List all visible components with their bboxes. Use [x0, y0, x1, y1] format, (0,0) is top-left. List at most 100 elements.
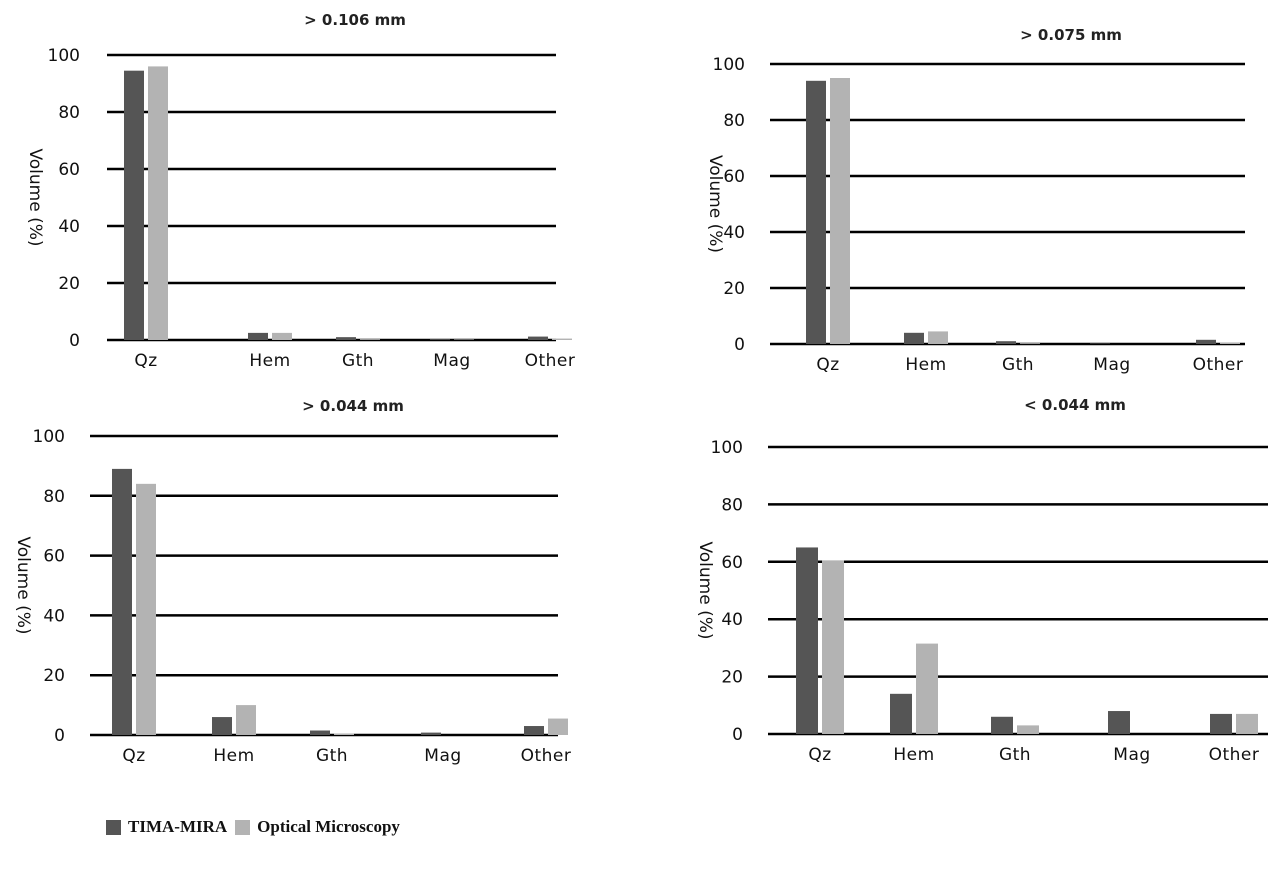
x-category-label: Gth — [316, 746, 348, 766]
x-category-label: Qz — [122, 746, 145, 766]
y-tick-label: 100 — [713, 55, 745, 75]
bar-optical-hem — [916, 643, 938, 734]
bar-optical-other — [552, 338, 572, 340]
bar-tima-mag — [1090, 343, 1110, 344]
y-axis-label: Volume (%) — [25, 148, 45, 246]
legend-swatch-optical — [235, 819, 251, 835]
bar-tima-hem — [904, 332, 924, 344]
bar-optical-gth — [1020, 343, 1040, 344]
legend-item-tima: TIMA-MIRA — [106, 817, 227, 837]
bar-tima-other — [1210, 713, 1232, 734]
y-axis-label: Volume (%) — [13, 536, 33, 634]
x-category-label: Mag — [433, 351, 470, 371]
bar-optical-hem — [272, 332, 292, 340]
x-category-label: Other — [525, 351, 576, 371]
y-tick-label: 40 — [721, 610, 743, 630]
y-tick-label: 20 — [58, 274, 80, 294]
x-category-label: Other — [1193, 355, 1244, 375]
y-tick-label: 60 — [58, 160, 80, 180]
bar-tima-other — [524, 726, 544, 735]
bar-optical-gth — [334, 733, 354, 735]
x-category-label: Qz — [134, 351, 157, 371]
bar-tima-hem — [248, 332, 268, 340]
x-category-label: Hem — [905, 355, 946, 375]
x-category-label: Hem — [213, 746, 254, 766]
bar-optical-gth — [360, 339, 380, 340]
y-tick-label: 20 — [723, 279, 745, 299]
y-tick-label: 100 — [48, 46, 80, 66]
bar-tima-hem — [890, 693, 912, 734]
y-tick-label: 60 — [721, 553, 743, 573]
bar-optical-other — [548, 718, 568, 735]
bar-optical-other — [1220, 342, 1240, 344]
y-axis-label: Volume (%) — [695, 541, 715, 639]
bar-tima-gth — [996, 341, 1016, 344]
bar-optical-gth — [1017, 725, 1039, 734]
chart-title: > 0.075 mm — [1020, 26, 1122, 44]
bar-tima-other — [528, 336, 548, 340]
bar-tima-qz — [796, 547, 818, 734]
bar-optical-qz — [822, 560, 844, 734]
x-category-label: Gth — [342, 351, 374, 371]
bar-optical-hem — [236, 705, 256, 735]
y-tick-label: 60 — [43, 547, 65, 567]
chart-panel-4: < 0.044 mm 0 20 40 60 80 100 Volume (%) Qz Hem Gth… — [640, 380, 1277, 780]
y-tick-label: 60 — [723, 167, 745, 187]
bar-optical-qz — [136, 483, 156, 735]
y-tick-label: 80 — [58, 103, 80, 123]
y-tick-label: 0 — [732, 725, 743, 745]
x-category-label: Mag — [1093, 355, 1130, 375]
bar-tima-qz — [124, 70, 144, 341]
bar-tima-other — [1196, 339, 1216, 344]
x-category-label: Hem — [893, 745, 934, 765]
x-category-label: Gth — [999, 745, 1031, 765]
y-tick-label: 0 — [734, 335, 745, 355]
chart-title: > 0.044 mm — [302, 397, 404, 415]
y-tick-label: 80 — [723, 111, 745, 131]
bar-optical-hem — [928, 331, 948, 344]
bar-optical-qz — [830, 78, 850, 344]
bar-optical-mag — [454, 339, 474, 340]
chart-svg-2: > 0.075 mm 0 20 40 60 80 100 Volume (%) Qz Hem Gth… — [705, 26, 1245, 375]
bar-tima-qz — [112, 468, 132, 735]
chart-svg-1: > 0.106 mm 0 20 40 60 80 100 Volume (%) Qz Hem Gth… — [25, 11, 576, 371]
bar-tima-qz — [806, 80, 826, 345]
bar-optical-other — [1236, 713, 1258, 734]
y-tick-label: 0 — [54, 726, 65, 746]
y-tick-label: 20 — [721, 668, 743, 688]
bar-tima-mag — [1108, 711, 1130, 734]
y-tick-label: 40 — [723, 223, 745, 243]
bar-tima-mag — [430, 339, 450, 340]
bar-tima-gth — [336, 337, 356, 340]
x-category-label: Qz — [816, 355, 839, 375]
x-category-label: Qz — [808, 745, 831, 765]
y-tick-label: 20 — [43, 666, 65, 686]
chart-panel-3: > 0.044 mm 0 20 40 60 80 100 Volume (%) Qz Hem Gth… — [0, 380, 640, 780]
bar-tima-mag — [421, 732, 441, 735]
bar-tima-gth — [310, 730, 330, 735]
legend-label-optical: Optical Microscopy — [257, 817, 400, 836]
legend-label-tima: TIMA-MIRA — [128, 817, 228, 836]
y-tick-label: 40 — [58, 217, 80, 237]
chart-title: < 0.044 mm — [1024, 396, 1126, 414]
chart-panel-1: > 0.106 mm 0 20 40 60 80 100 Volume (%) Qz Hem Gth… — [0, 0, 640, 380]
x-category-label: Mag — [1113, 745, 1150, 765]
x-category-label: Hem — [249, 351, 290, 371]
y-tick-label: 40 — [43, 606, 65, 626]
x-category-label: Gth — [1002, 355, 1034, 375]
chart-panel-2: > 0.075 mm 0 20 40 60 80 100 Volume (%) Qz Hem Gth… — [640, 0, 1277, 380]
chart-title: > 0.106 mm — [304, 11, 406, 29]
legend: TIMA-MIRA Optical Microscopy — [106, 817, 408, 837]
y-tick-label: 100 — [33, 427, 65, 447]
y-tick-label: 100 — [711, 438, 743, 458]
y-tick-label: 0 — [69, 331, 80, 351]
bar-optical-qz — [148, 66, 168, 341]
y-tick-label: 80 — [721, 495, 743, 515]
y-axis-label: Volume (%) — [705, 155, 725, 253]
bar-tima-hem — [212, 717, 232, 735]
legend-item-optical: Optical Microscopy — [235, 817, 400, 837]
chart-svg-4: < 0.044 mm 0 20 40 60 80 100 Volume (%) Qz Hem Gth… — [695, 396, 1268, 765]
legend-swatch-tima — [106, 819, 121, 835]
x-category-label: Mag — [424, 746, 461, 766]
y-tick-label: 80 — [43, 487, 65, 507]
